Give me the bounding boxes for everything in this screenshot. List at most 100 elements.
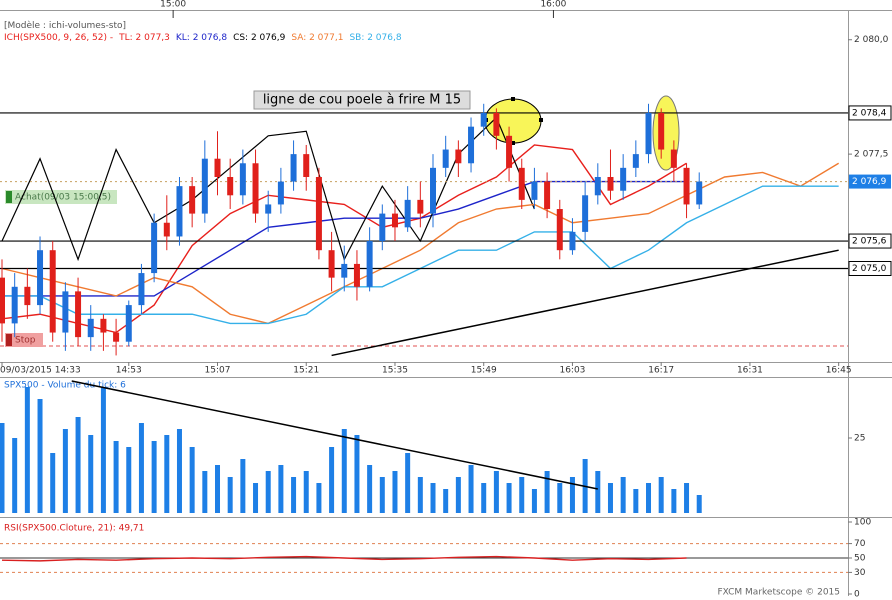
volume-bar <box>455 477 461 513</box>
candle-body <box>24 286 31 306</box>
candle-body <box>265 204 272 214</box>
volume-bar <box>417 477 423 513</box>
annotation: ligne de cou poele à frire M 15 <box>263 93 461 108</box>
volume-bar <box>37 399 43 513</box>
x-tick-label: 09/03/2015 14:33 <box>0 366 81 376</box>
candle-body <box>189 186 196 214</box>
candle-body <box>493 112 500 136</box>
volume-bar <box>189 447 195 513</box>
candle-body <box>62 291 69 333</box>
candle-body <box>328 250 335 278</box>
volume-bar <box>253 483 259 513</box>
volume-bar <box>202 471 208 513</box>
level-box <box>848 105 892 121</box>
candle-body <box>49 250 56 333</box>
volume-bar <box>88 435 94 513</box>
handle <box>511 97 515 101</box>
level-box <box>848 233 892 249</box>
candle-body <box>0 277 5 324</box>
volume-bar <box>0 423 5 513</box>
candle-body <box>341 263 348 278</box>
handle <box>539 118 543 122</box>
footer: FXCM Marketscope © 2015 <box>717 588 840 598</box>
candle-body <box>315 176 322 251</box>
candle-body <box>379 213 386 242</box>
x-tick-label: 15:35 <box>382 366 408 376</box>
volume-bar <box>468 465 474 513</box>
legend-entry: SA: 2 077,1 <box>291 33 344 43</box>
candle-body <box>87 318 94 338</box>
x-tick-label: 16:45 <box>826 366 852 376</box>
y-tick-label: 30 <box>854 568 866 578</box>
y-tick-label: 2 080,0 <box>854 35 889 45</box>
panel-title: RSI(SPX500.Cloture, 21): 49,71 <box>4 524 144 534</box>
volume-bar <box>379 477 385 513</box>
candle-body <box>645 112 652 155</box>
candle-body <box>404 199 411 228</box>
volume-bar <box>62 429 68 513</box>
level-box <box>848 260 892 276</box>
volume-bar <box>443 489 449 513</box>
volume-bar <box>405 453 411 513</box>
candle-body <box>417 199 424 214</box>
volume-bar <box>278 465 284 513</box>
volume-bar <box>215 465 221 513</box>
x-tick-label: 15:49 <box>471 366 497 376</box>
volume-bar <box>12 438 18 513</box>
candle-body <box>531 181 538 200</box>
trendline <box>71 380 598 490</box>
volume-bar <box>430 483 436 513</box>
y-tick-label: 50 <box>854 554 866 564</box>
volume-bar <box>164 435 170 513</box>
volume-bar <box>341 429 347 513</box>
top-x-tick-label: 16:00 <box>540 0 566 10</box>
candle-body <box>683 167 690 205</box>
level-label: 2 075,6 <box>852 237 887 247</box>
candle-body <box>696 181 703 205</box>
buy-label: Achat(09/03 15:00,5) <box>15 193 111 203</box>
candle-body <box>430 167 437 214</box>
volume-bar <box>240 459 246 513</box>
volume-bar <box>100 387 106 513</box>
legend-entry: TL: 2 077,3 <box>119 33 170 43</box>
candle-body <box>239 163 246 196</box>
volume-bar <box>658 477 664 513</box>
candle-body <box>100 318 107 333</box>
candle-body <box>468 126 475 164</box>
legend-entry: CS: 2 076,9 <box>233 33 286 43</box>
y-tick-label: 2 077,5 <box>854 150 888 160</box>
candle-body <box>11 286 18 324</box>
y-tick-label: 0 <box>854 590 860 600</box>
volume-bar <box>329 447 335 513</box>
volume-bar <box>544 471 550 513</box>
candle-body <box>201 158 208 214</box>
indicator-label: ICH(SPX500, 9, 26, 52) - <box>4 33 114 43</box>
volume-bar <box>569 477 575 513</box>
legend: ICH(SPX500, 9, 26, 52) - TL: 2 077,3 KL: 2… <box>4 32 408 44</box>
level-label: 2 075,0 <box>852 264 887 274</box>
y-tick-label: 100 <box>854 518 871 528</box>
candle-body <box>632 154 639 168</box>
volume-bar <box>392 471 398 513</box>
candle-body <box>670 149 677 168</box>
volume-bar <box>50 453 56 513</box>
volume-bar <box>227 477 233 513</box>
x-tick-label: 16:17 <box>648 366 674 376</box>
candle-body <box>506 135 513 168</box>
x-tick-label: 14:53 <box>116 366 142 376</box>
candle-body <box>544 181 551 210</box>
volume-bar <box>24 387 30 513</box>
candle-body <box>569 231 576 251</box>
candle-body <box>366 241 373 287</box>
volume-bar <box>671 489 677 513</box>
candle-body <box>214 158 221 177</box>
volume-bar <box>138 423 144 513</box>
candle-body <box>658 112 665 150</box>
handle <box>511 141 515 145</box>
candle-body <box>277 181 284 205</box>
y-tick-label: 70 <box>854 539 866 549</box>
volume-bar <box>291 477 297 513</box>
candle-body <box>252 163 259 214</box>
buy-label-box <box>5 190 117 204</box>
